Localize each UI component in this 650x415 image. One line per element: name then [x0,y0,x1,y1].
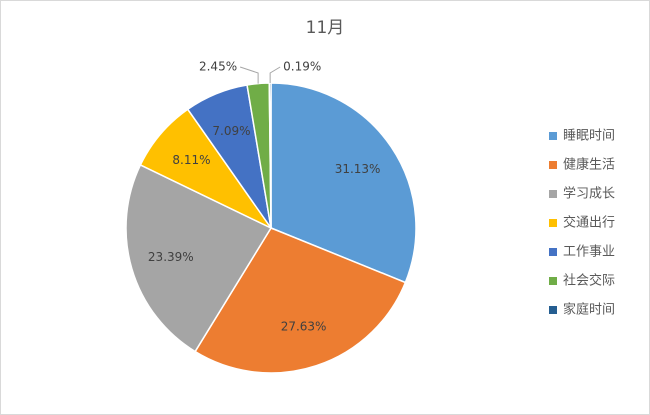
legend-swatch [549,190,557,198]
legend-swatch [549,219,557,227]
legend-label: 社会交际 [563,273,615,289]
data-label: 23.39% [148,250,194,264]
data-label: 8.11% [172,153,210,167]
leader-line [239,66,259,84]
data-label: 7.09% [212,124,250,138]
legend-swatch [549,306,557,314]
legend-label: 工作事业 [563,245,615,260]
pie-slice [194,227,407,374]
pie-slice [125,163,273,353]
legend-label: 交通出行 [563,215,615,231]
legend-swatch [549,132,557,140]
legend-label: 家庭时间 [563,302,615,318]
data-label: 2.45% [199,60,237,74]
legend-label: 健康生活 [563,157,615,173]
data-label: 31.13% [335,162,381,176]
chart-title: 11月 [306,18,345,38]
legend-swatch [549,277,557,285]
data-label: 27.63% [281,320,327,334]
leader-line [269,66,281,84]
legend-label: 学习成长 [563,186,615,202]
legend-swatch [549,161,557,169]
legend-swatch [549,248,557,256]
pie-slice [270,82,417,284]
data-label: 0.19% [283,60,321,74]
legend-label: 睡眠时间 [563,129,615,144]
